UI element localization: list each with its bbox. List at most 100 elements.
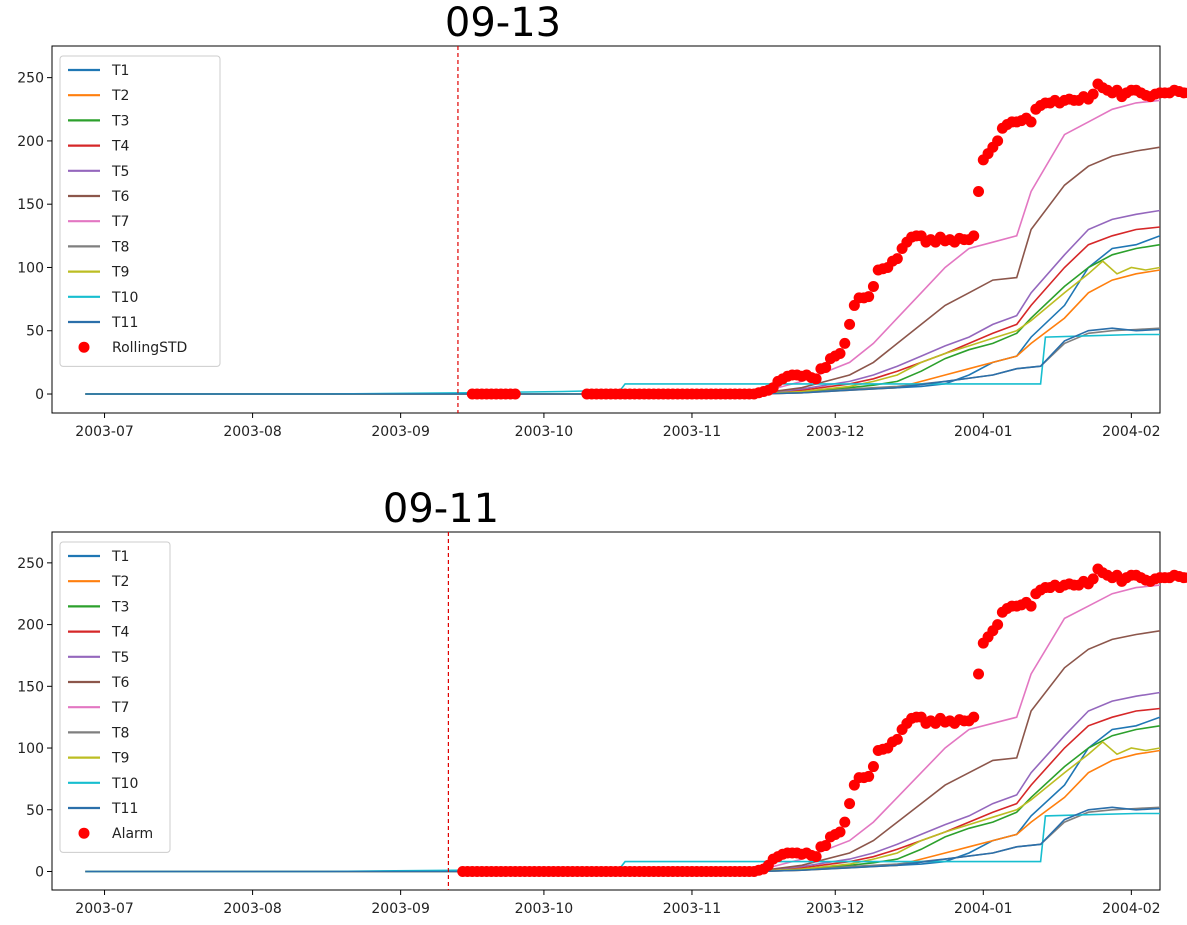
chart-title: 09-13 [445,0,561,46]
marker-point [810,373,822,385]
marker-point [1025,116,1037,128]
x-tick-label: 2003-10 [515,901,574,917]
marker-point [867,761,879,773]
x-tick-label: 2003-11 [663,424,722,440]
series-line-t3 [85,724,1160,873]
y-tick-label: 0 [35,864,44,880]
marker-point [844,798,856,810]
x-tick-label: 2003-07 [75,424,134,440]
legend-label: T2 [111,574,129,590]
x-tick-label: 2003-11 [663,901,722,917]
marker-point [992,619,1004,631]
legend-swatch [78,341,90,353]
legend-label: T10 [111,290,138,306]
legend-label: T7 [111,214,129,230]
y-tick-label: 200 [17,134,44,150]
legend-label: T11 [111,801,138,817]
y-tick-label: 100 [17,260,44,276]
marker-point [863,291,875,303]
y-tick-label: 100 [17,741,44,757]
y-tick-label: 250 [17,71,44,87]
legend-label: T4 [111,625,130,641]
series-line-t4 [85,226,1160,395]
series-line-t1 [85,234,1160,395]
series-line-t3 [85,243,1160,395]
marker-point [863,770,875,782]
series-line-t2 [85,269,1160,395]
legend-label: T10 [111,776,138,792]
series-line-t10 [85,333,1160,395]
chart-title: 09-11 [383,486,499,532]
x-tick-label: 2003-12 [806,901,865,917]
legend-label: Alarm [112,826,153,842]
legend-label: T5 [111,650,129,666]
marker-point [820,361,832,373]
legend-label: T11 [111,315,138,331]
x-tick-label: 2003-08 [223,901,282,917]
marker-point [1183,572,1187,583]
series-line-t7 [85,99,1160,395]
x-tick-label: 2004-01 [954,424,1013,440]
plot-frame [51,45,1161,414]
marker-point [992,135,1004,147]
y-tick-label: 150 [17,679,44,695]
series-line-t5 [85,209,1160,395]
series-line-t5 [85,691,1160,873]
marker-point [820,840,832,852]
series-line-t9 [85,740,1160,873]
series-line-t10 [85,812,1160,873]
legend-swatch [78,827,90,839]
marker-point [1087,88,1099,100]
x-tick-label: 2003-07 [75,901,134,917]
marker-point [839,337,851,349]
legend-label: T7 [111,700,129,716]
marker-point [834,826,846,838]
series-line-t7 [85,584,1160,873]
legend-box [59,55,221,367]
legend-label: T3 [111,113,129,129]
series-line-t11 [85,806,1160,873]
series-line-t9 [85,260,1160,395]
legend-label: T8 [111,239,129,255]
legend-label: T6 [111,675,130,691]
marker-point [867,280,879,292]
plot-frame [51,531,1161,891]
x-tick-label: 2003-09 [371,901,430,917]
marker-point [1183,87,1187,99]
legend-label: T6 [111,189,130,205]
y-tick-label: 50 [26,803,44,819]
legend-label: T4 [111,139,130,155]
legend-label: T1 [111,63,129,79]
legend-label: T9 [111,265,129,281]
series-line-t4 [85,707,1160,873]
series-line-t11 [85,327,1160,395]
marker-point [973,186,985,198]
x-tick-label: 2003-12 [806,424,865,440]
marker-point [834,348,846,360]
series-line-t6 [85,629,1160,873]
x-tick-label: 2003-10 [515,424,574,440]
legend-label: RollingSTD [112,340,187,356]
legend-label: T2 [111,88,129,104]
x-tick-label: 2004-01 [954,901,1013,917]
marker-point [1087,573,1099,585]
legend-label: T1 [111,549,129,565]
marker-point [839,816,851,828]
legend-label: T3 [111,599,129,615]
legend-label: T8 [111,725,129,741]
marker-point [891,733,903,745]
x-tick-label: 2004-02 [1102,424,1161,440]
x-tick-label: 2003-09 [371,424,430,440]
marker-point [509,388,521,400]
y-tick-label: 50 [26,324,44,340]
series-line-t8 [85,327,1160,395]
x-tick-label: 2003-08 [223,424,282,440]
legend-label: T5 [111,164,129,180]
y-tick-label: 0 [35,387,44,403]
series-line-t1 [85,716,1160,873]
y-tick-label: 200 [17,618,44,634]
marker-point [1025,600,1037,612]
y-tick-label: 150 [17,197,44,213]
legend-label: T9 [111,751,129,767]
